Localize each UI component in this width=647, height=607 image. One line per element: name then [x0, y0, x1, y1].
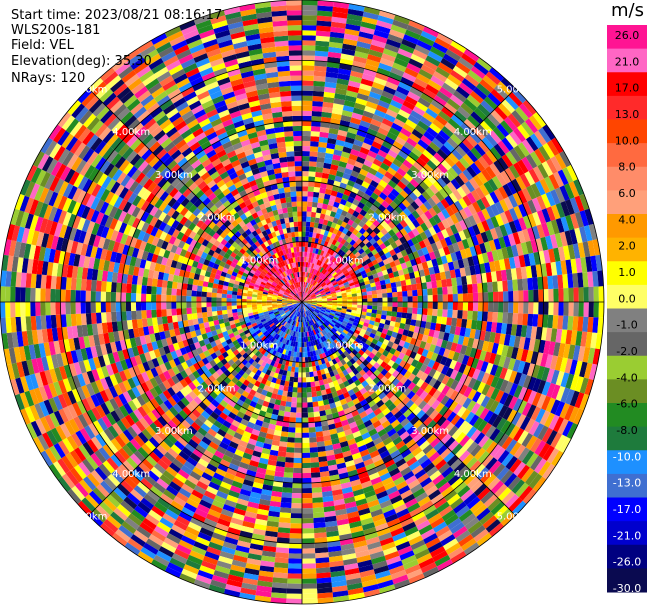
colorbar-swatch: [607, 497, 647, 522]
colorbar-tick: 8.0: [618, 161, 636, 174]
colorbar-tick: 26.0: [615, 29, 640, 42]
elevation-label: Elevation(deg): 35.30: [11, 54, 152, 69]
colorbar-tick: -2.0: [616, 345, 637, 358]
colorbar-swatch: [607, 284, 647, 310]
range-label: 1.00km: [326, 255, 364, 266]
range-grid: [0, 0, 605, 605]
colorbar-swatch: [607, 143, 647, 168]
range-label: 2.00km: [368, 213, 406, 224]
colorbar-swatch: [607, 214, 647, 239]
range-label: 5.00km: [70, 85, 108, 96]
colorbar-tick: -6.0: [616, 398, 637, 411]
colorbar-swatch: [607, 119, 647, 144]
range-label: 5.00km: [497, 512, 535, 523]
colorbar-tick: -17.0: [613, 503, 641, 516]
colorbar-swatch: [607, 25, 647, 50]
colorbar-swatch: [607, 403, 647, 428]
colorbar-swatch: [607, 544, 647, 569]
nrays-label: NRays: 120: [11, 71, 86, 86]
colorbar-tick: -4.0: [616, 371, 637, 384]
range-label: 2.00km: [368, 383, 406, 394]
colorbar-tick: 4.0: [618, 213, 636, 226]
range-label: 5.00km: [497, 85, 535, 96]
colorbar-tick: -13.0: [613, 477, 641, 490]
colorbar-tick: 21.0: [615, 55, 640, 68]
colorbar-tick: -1.0: [616, 319, 637, 332]
range-label: 1.00km: [240, 255, 278, 266]
colorbar: 26.0 21.0 17.0 13.0 10.0 8.0 6.0 4.0 2.0 1.0 0.0 -1…: [607, 25, 647, 595]
range-label: 3.00km: [155, 426, 193, 437]
colorbar-swatch: [607, 261, 647, 286]
colorbar-swatch: [607, 355, 647, 380]
range-label: 1.00km: [326, 341, 364, 352]
colorbar-swatch: [607, 450, 647, 475]
colorbar-tick: -21.0: [613, 529, 641, 542]
start-time-label: Start time: 2023/08/21 08:16:17: [11, 8, 223, 23]
azimuth-line: [301, 301, 516, 516]
range-label: 4.00km: [454, 127, 492, 138]
colorbar-swatch: [607, 308, 647, 333]
range-label: 2.00km: [198, 213, 236, 224]
colorbar-unit: m/s: [611, 0, 644, 21]
colorbar-swatch: [607, 521, 647, 546]
range-label: 4.00km: [454, 469, 492, 480]
range-label: 5.00km: [70, 512, 108, 523]
colorbar-swatch: [607, 426, 647, 451]
colorbar-tick: 13.0: [615, 108, 640, 121]
colorbar-swatch: [607, 237, 647, 262]
range-label: 3.00km: [411, 170, 449, 181]
colorbar-tick: -10.0: [613, 450, 641, 463]
colorbar-swatch: [607, 166, 647, 191]
colorbar-tick: -30.0: [613, 582, 641, 595]
colorbar-swatch: [607, 473, 647, 499]
range-ring-labels: 1.00km 1.00km 1.00km 1.00km 2.00km 2.00km 2.00…: [70, 85, 535, 523]
range-label: 4.00km: [112, 127, 150, 138]
colorbar-tick: -26.0: [613, 556, 641, 569]
colorbar-swatch: [607, 568, 647, 593]
colorbar-tick: 1.0: [618, 266, 636, 279]
azimuth-line: [88, 88, 303, 303]
colorbar-tick: 0.0: [618, 292, 636, 305]
colorbar-swatch: [607, 48, 647, 73]
range-label: 3.00km: [155, 170, 193, 181]
range-label: 1.00km: [240, 341, 278, 352]
colorbar-swatch: [607, 95, 647, 121]
ppi-plot: 1.00km 1.00km 1.00km 1.00km 2.00km 2.00km 2.00…: [0, 0, 605, 605]
colorbar-swatch: [607, 72, 647, 97]
colorbar-swatch: [607, 332, 647, 357]
instrument-label: WLS200s-181: [11, 23, 101, 38]
velocity-gates: [0, 0, 604, 604]
colorbar-tick: 2.0: [618, 240, 636, 253]
colorbar-tick: 17.0: [615, 82, 640, 95]
colorbar-tick: -8.0: [616, 424, 637, 437]
range-label: 3.00km: [411, 426, 449, 437]
colorbar-swatch: [607, 379, 647, 404]
azimuth-line: [88, 301, 303, 516]
colorbar-swatch: [607, 190, 647, 215]
range-label: 2.00km: [198, 383, 236, 394]
range-label: 4.00km: [112, 469, 150, 480]
field-label: Field: VEL: [11, 38, 74, 53]
colorbar-tick: 6.0: [618, 187, 636, 200]
colorbar-tick: 10.0: [615, 134, 640, 147]
azimuth-line: [301, 88, 516, 303]
